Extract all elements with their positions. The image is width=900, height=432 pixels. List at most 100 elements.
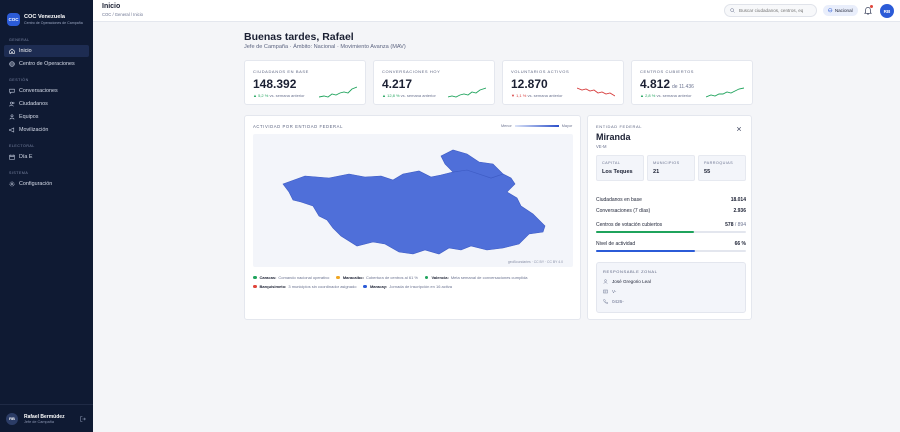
activity-map-card: ACTIVIDAD POR ENTIDAD FEDERAL Menor Mayo… <box>244 115 581 320</box>
kpi-value: 12.870 <box>511 77 548 91</box>
sidebar-item-label: Inicio <box>19 48 32 54</box>
logout-icon[interactable] <box>80 415 86 422</box>
legend-max-label: Mayor <box>561 124 573 128</box>
brand: COC COC Venezuela Centro de Operaciones … <box>0 0 93 30</box>
responsable-id-row: V- <box>603 289 616 294</box>
responsable-name-row: José Gregorio Leal <box>603 279 651 284</box>
detail-label: ENTIDAD FEDERAL <box>596 124 643 129</box>
entity-name: Miranda <box>596 132 631 142</box>
sidebar-item-dia-e[interactable]: Día E <box>4 151 89 163</box>
avatar[interactable]: RB <box>880 4 894 18</box>
sidebar-item-label: Día E <box>19 154 33 160</box>
actividad-progress-bar <box>596 250 746 252</box>
team-icon <box>9 114 15 120</box>
entity-code: VE-M <box>596 144 607 149</box>
page-title: Inicio <box>102 3 121 10</box>
sidebar-item-movilizacion[interactable]: Movilización <box>4 124 89 136</box>
map-title: ACTIVIDAD POR ENTIDAD FEDERAL <box>253 124 343 129</box>
sidebar-item-label: Equipos <box>19 114 39 120</box>
search-input[interactable] <box>739 8 815 13</box>
avatar: RB <box>6 412 18 425</box>
mini-stat-parroquias: PARROQUIAS 55 <box>698 155 746 181</box>
brand-logo: COC <box>7 13 20 26</box>
kpi-delta: ▲ 5,2 % vs. semana anterior <box>253 93 305 98</box>
annotation-item[interactable]: Maracay: Jornada de inscripción en 16 act… <box>363 284 452 289</box>
annotation-item[interactable]: Maracaibo: Cobertura de centros al 61 % <box>336 275 418 280</box>
sidebar-item-inicio[interactable]: Inicio <box>4 45 89 57</box>
stat-ciudadanos: Ciudadanos en base 18.014 <box>596 197 746 203</box>
annotation-item[interactable]: Caracas: Comando nacional operativo <box>253 275 329 280</box>
kpi-card-ciudadanos[interactable]: CIUDADANOS EN BASE 148.392 ▲ 5,2 % vs. s… <box>244 60 366 105</box>
sparkline <box>577 87 615 97</box>
globe-icon <box>828 8 833 13</box>
search-icon <box>730 8 735 13</box>
close-icon[interactable] <box>736 126 742 132</box>
section-label-electoral: ELECTORAL <box>9 144 35 148</box>
users-icon <box>9 101 15 107</box>
sidebar-item-conversaciones[interactable]: Conversaciones <box>4 85 89 97</box>
sidebar-item-equipos[interactable]: Equipos <box>4 111 89 123</box>
sparkline <box>319 86 357 98</box>
kpi-value: 148.392 <box>253 77 297 91</box>
sidebar-item-label: Configuración <box>19 181 53 187</box>
mini-stat-capital: CAPITAL Los Teques <box>596 155 644 181</box>
user-role: Jefe de Campaña <box>24 419 54 424</box>
legend-min-label: Menor <box>501 124 512 128</box>
id-card-icon <box>603 289 608 294</box>
sidebar-item-label: Ciudadanos <box>19 101 48 107</box>
responsable-label: RESPONSABLE ZONAL <box>603 269 658 274</box>
scope-label: Nacional <box>834 8 853 13</box>
stat-conversaciones: Conversaciones (7 días) 2.936 <box>596 208 746 214</box>
user-box: RB Rafael Bermúdez Jefe de Campaña <box>0 404 93 432</box>
responsable-phone-row[interactable]: 0426- <box>603 299 624 304</box>
sidebar-item-configuracion[interactable]: Configuración <box>4 178 89 190</box>
gear-icon <box>9 181 15 187</box>
kpi-card-conversaciones[interactable]: CONVERSACIONES HOY 4.217 ▲ 12,8 % vs. se… <box>373 60 495 105</box>
map-annotations: Caracas: Comando nacional operativo Marac… <box>253 273 573 291</box>
map-region-shape[interactable] <box>440 149 504 179</box>
progress-fill <box>596 231 694 233</box>
search-box[interactable] <box>724 4 817 17</box>
greeting-subtitle: Jefe de Campaña · Ámbito: Nacional · Mov… <box>244 44 406 50</box>
responsable-box: RESPONSABLE ZONAL José Gregorio Leal V- … <box>596 262 746 313</box>
section-label-general: GENERAL <box>9 38 30 42</box>
kpi-delta: ▲ 12,8 % vs. semana anterior <box>382 93 436 98</box>
bell-icon[interactable] <box>864 6 872 15</box>
kpi-value: 4.812 de 11.436 <box>640 77 694 91</box>
user-name: Rafael Bermúdez <box>24 413 65 420</box>
phone-icon <box>603 299 608 304</box>
map-area[interactable]: geoBoundaries · CC BY · CC BY 4.0 <box>253 134 573 267</box>
globe-icon <box>9 61 15 67</box>
kpi-card-centros[interactable]: CENTROS CUBIERTOS 4.812 de 11.436 ▲ 2,8 %… <box>631 60 753 105</box>
entity-detail-card: ENTIDAD FEDERAL Miranda VE-M CAPITAL Los… <box>587 115 752 320</box>
map-region-shape[interactable] <box>282 169 546 255</box>
notification-dot <box>870 5 873 8</box>
sidebar-item-label: Movilización <box>19 127 49 133</box>
section-label-gestion: GESTIÓN <box>9 78 29 82</box>
sidebar-item-ciudadanos[interactable]: Ciudadanos <box>4 98 89 110</box>
kpi-card-voluntarios[interactable]: VOLUNTARIOS ACTIVOS 12.870 ▼ 1,1 % vs. s… <box>502 60 624 105</box>
breadcrumb[interactable]: COC / General / Inicio <box>102 11 143 17</box>
kpi-delta: ▲ 2,8 % vs. semana anterior <box>640 93 692 98</box>
greeting-title: Buenas tardes, Rafael <box>244 31 354 43</box>
annotation-item[interactable]: Valencia: Meta semanal de conversaciones … <box>424 275 528 280</box>
scope-selector[interactable]: Nacional <box>823 5 858 16</box>
map-legend: Menor Mayor <box>501 124 572 128</box>
map-credit: geoBoundaries · CC BY · CC BY 4.0 <box>507 260 563 264</box>
kpi-value: 4.217 <box>382 77 413 91</box>
venezuela-map <box>282 149 546 255</box>
sidebar-item-label: Conversaciones <box>19 88 58 94</box>
sparkline <box>706 87 744 98</box>
chat-icon <box>9 88 15 94</box>
centros-progress-bar <box>596 231 746 233</box>
kpi-label: CIUDADANOS EN BASE <box>253 69 309 74</box>
kpi-label: CENTROS CUBIERTOS <box>640 69 695 74</box>
brand-title: COC Venezuela <box>24 13 66 20</box>
sidebar-item-centro-operaciones[interactable]: Centro de Operaciones <box>4 58 89 70</box>
megaphone-icon <box>9 127 15 133</box>
legend-gradient <box>514 125 559 127</box>
topbar: Inicio COC / General / Inicio Nacional R… <box>93 0 900 22</box>
stat-centros: Centros de votación cubiertos 578 / 894 <box>596 222 746 228</box>
kpi-delta: ▼ 1,1 % vs. semana anterior <box>511 93 563 98</box>
annotation-item[interactable]: Barquisimeto: 3 municipios sin coordinado… <box>253 284 356 289</box>
